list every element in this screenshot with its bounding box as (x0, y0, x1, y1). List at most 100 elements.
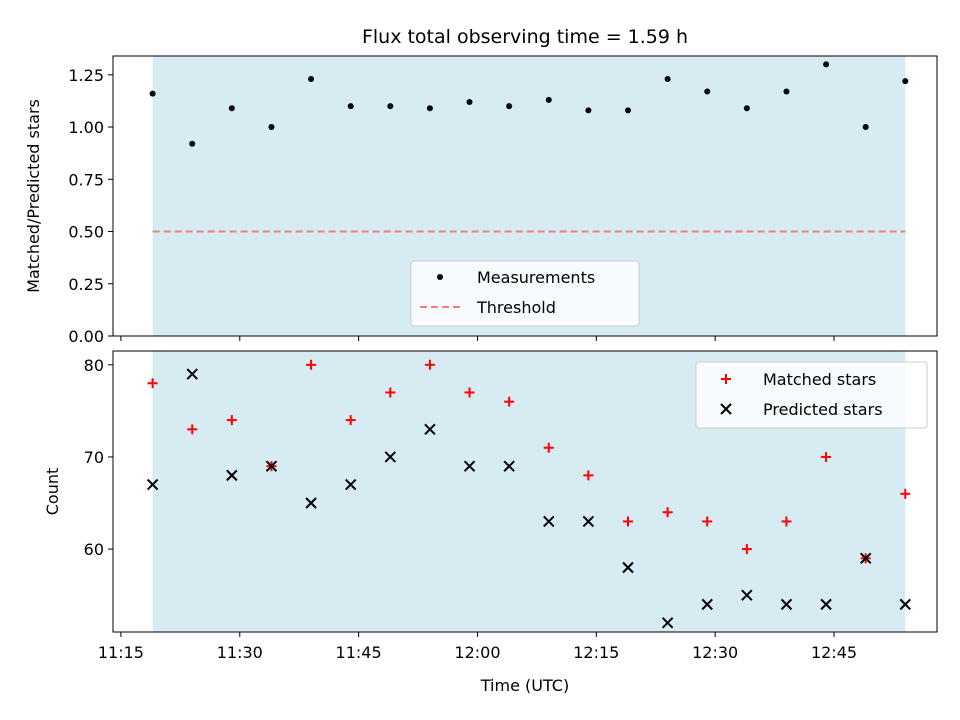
top-axes-frame (112, 55, 938, 337)
measurement-point (783, 88, 790, 95)
bottom-panel: 60 70 80 11:15 11:30 11:45 12:00 12:15 12:30 12:… (43, 350, 938, 695)
measurement-point (545, 96, 552, 103)
predicted-star-point (701, 598, 713, 611)
predicted-star-point (424, 423, 436, 436)
measurement-point (268, 124, 275, 131)
predicted-star-point (741, 589, 753, 601)
predicted-star-point (780, 598, 793, 611)
predicted-star-point (543, 515, 555, 528)
legend-cross-glyph (720, 403, 732, 415)
cross-stroke (741, 589, 753, 601)
cross-stroke (720, 403, 732, 415)
bottom-axes-frame (112, 350, 938, 633)
bottom-x-tick-label: 11:45 (336, 643, 382, 662)
predicted-star-point (146, 478, 159, 491)
top-legend-box (410, 260, 640, 327)
top-panel: 0.00 0.25 0.50 0.75 1.00 1.25 Flux total obse… (24, 26, 938, 346)
cross-stroke (463, 460, 476, 472)
measurement-point (387, 103, 394, 110)
measurement-point (862, 124, 869, 131)
cross-stroke (701, 598, 713, 611)
matched-star-point (662, 507, 673, 518)
top-y-ticks: 0.00 0.25 0.50 0.75 1.00 1.25 (68, 66, 113, 346)
predicted-stars-points (146, 368, 912, 629)
measurement-point (347, 103, 354, 110)
measurement-point (466, 98, 473, 105)
legend-matched-marker (721, 374, 731, 384)
bottom-y-tick-label: 60 (84, 540, 104, 559)
cross-stroke (226, 469, 238, 482)
measurement-point (585, 107, 592, 114)
bottom-x-tick-label: 12:30 (692, 643, 738, 662)
measurement-point (704, 88, 711, 95)
top-y-tick-label: 0.50 (68, 223, 104, 242)
predicted-star-point (820, 598, 832, 611)
cross-stroke (146, 478, 159, 491)
bottom-legend: Matched stars Predicted stars (695, 361, 928, 429)
legend-plus-glyph (721, 374, 731, 384)
top-y-tick-label: 1.25 (68, 66, 104, 85)
matched-star-point (583, 470, 594, 481)
bottom-x-tick-label: 12:45 (811, 643, 857, 662)
cross-stroke (859, 552, 872, 565)
matched-star-point (781, 516, 792, 527)
legend-predicted-label: Predicted stars (763, 400, 883, 419)
matched-star-point (345, 415, 356, 426)
cross-stroke (384, 451, 397, 463)
predicted-star-point (859, 552, 872, 565)
predicted-star-point (463, 460, 476, 472)
legend-measurements-label: Measurements (477, 268, 595, 287)
matched-stars-points (147, 359, 911, 564)
top-y-tick-label: 1.00 (68, 118, 104, 137)
bottom-y-ticks: 60 70 80 (84, 356, 113, 559)
predicted-star-point (226, 469, 238, 482)
predicted-star-point (899, 598, 912, 611)
top-y-tick-label: 0.00 (68, 327, 104, 346)
bottom-x-ticks: 11:15 11:30 11:45 12:00 12:15 12:30 12:45 (98, 632, 857, 662)
matched-star-point (147, 378, 158, 389)
measurement-point (625, 107, 631, 114)
matched-star-point (226, 415, 237, 426)
matched-star-point (424, 359, 435, 370)
measurement-point (902, 78, 909, 85)
measurement-point (426, 105, 433, 112)
bottom-x-axis-label: Time (UTC) (480, 676, 569, 695)
predicted-star-point (661, 617, 674, 629)
cross-stroke (582, 515, 595, 528)
matched-star-point (741, 544, 752, 555)
bottom-x-tick-label: 11:15 (98, 643, 144, 662)
legend-matched-label: Matched stars (763, 370, 876, 389)
measurement-point (228, 105, 235, 112)
measurement-point (308, 75, 315, 82)
cross-stroke (344, 478, 357, 491)
cross-stroke (622, 561, 634, 574)
top-y-tick-label: 0.25 (68, 275, 104, 294)
matched-star-point (900, 488, 911, 499)
predicted-star-point (186, 368, 198, 380)
cross-stroke (265, 460, 278, 472)
bottom-y-axis-label: Count (43, 468, 62, 516)
predicted-star-point (344, 478, 357, 491)
measurement-point (149, 90, 156, 97)
top-y-axis-label: Matched/Predicted stars (24, 99, 43, 293)
matched-star-point (702, 516, 713, 527)
matched-star-point (821, 451, 832, 462)
top-x-ticks (120, 336, 835, 341)
matched-star-point (306, 359, 317, 370)
bottom-y-tick-label: 80 (84, 356, 104, 375)
predicted-star-point (305, 497, 317, 509)
measurement-point (664, 75, 671, 82)
cross-stroke (661, 617, 674, 629)
predicted-star-point (622, 561, 634, 574)
matched-star-point (543, 442, 554, 453)
cross-stroke (780, 598, 793, 611)
matched-star-point (504, 396, 515, 407)
top-y-tick-label: 0.75 (68, 170, 104, 189)
cross-stroke (305, 497, 317, 509)
matched-star-point (623, 516, 633, 527)
cross-stroke (424, 423, 436, 436)
predicted-star-point (384, 451, 397, 463)
top-legend: Measurements Threshold (410, 260, 640, 327)
bottom-x-tick-label: 12:15 (573, 643, 619, 662)
